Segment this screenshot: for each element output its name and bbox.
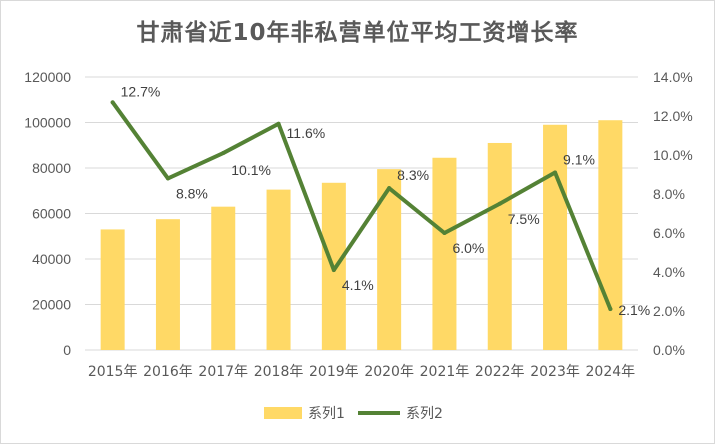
data-label: 11.6%: [287, 125, 326, 141]
bar: [598, 120, 623, 350]
data-label: 9.1%: [563, 152, 595, 168]
line-point: [553, 170, 558, 175]
legend-label: 系列2: [406, 406, 443, 422]
y-left-tick-label: 0: [63, 342, 71, 358]
data-label: 8.3%: [397, 167, 429, 183]
chart-title: 甘肃省近10年非私营单位平均工资增长率: [136, 20, 579, 46]
y-left-tick-label: 80000: [32, 160, 71, 176]
x-tick-label: 2022年: [475, 364, 525, 380]
x-tick-label: 2020年: [364, 364, 414, 380]
series-line: [110, 100, 613, 312]
y-left-tick-label: 20000: [32, 297, 71, 313]
line-point: [331, 268, 336, 273]
y-right-tick-label: 14.0%: [653, 69, 693, 85]
data-label: 4.1%: [342, 277, 374, 293]
legend-swatch-bar: [264, 407, 302, 419]
line-point: [387, 186, 392, 191]
y-left-tick-label: 120000: [24, 69, 71, 85]
line-point: [497, 201, 502, 206]
bar: [432, 157, 457, 350]
bar: [155, 219, 180, 350]
y-right-tick-label: 8.0%: [653, 186, 685, 202]
x-tick-label: 2019年: [309, 364, 359, 380]
y-left-tick-label: 40000: [32, 251, 71, 267]
line-point: [221, 151, 226, 156]
data-label: 8.8%: [176, 185, 208, 201]
y-right-tick-label: 2.0%: [653, 303, 685, 319]
y-right-tick-label: 0.0%: [653, 342, 685, 358]
line-point: [165, 176, 170, 181]
bar: [543, 124, 568, 351]
line-point: [276, 121, 281, 126]
x-tick-label: 2018年: [254, 364, 304, 380]
x-tick-label: 2023年: [530, 364, 580, 380]
x-tick-label: 2015年: [88, 364, 138, 380]
bar: [487, 142, 512, 350]
data-label: 6.0%: [452, 240, 484, 256]
data-label: 12.7%: [121, 83, 161, 99]
x-tick-label: 2016年: [143, 364, 193, 380]
legend-label: 系列1: [308, 406, 345, 422]
bar: [211, 206, 236, 350]
y-left-tick-label: 100000: [24, 115, 71, 131]
line-point: [110, 100, 115, 105]
data-label: 2.1%: [618, 302, 650, 318]
y-right-tick-label: 12.0%: [653, 108, 693, 124]
y-right-tick-label: 4.0%: [653, 264, 685, 280]
x-tick-label: 2024年: [586, 364, 636, 380]
x-tick-label: 2021年: [420, 364, 470, 380]
y-right-tick-label: 10.0%: [653, 147, 693, 163]
y-left-tick-label: 60000: [32, 206, 71, 222]
x-tick-label: 2017年: [198, 364, 248, 380]
data-label: 7.5%: [508, 211, 540, 227]
line-point: [608, 307, 613, 312]
bar: [100, 229, 125, 350]
y-right-tick-label: 6.0%: [653, 225, 685, 241]
line-point: [442, 231, 447, 235]
data-label: 10.1%: [231, 162, 271, 178]
bar: [266, 189, 291, 350]
